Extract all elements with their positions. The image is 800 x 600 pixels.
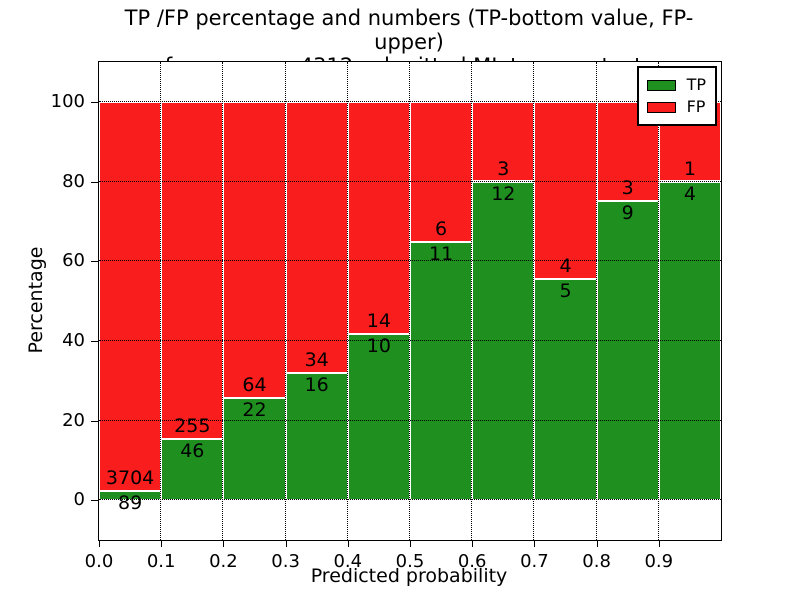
chart-title-line1: TP /FP percentage and numbers (TP-bottom… (124, 6, 694, 54)
fp-bar-segment (472, 101, 535, 182)
horizontal-gridline (99, 419, 721, 421)
vertical-gridline (595, 62, 597, 540)
y-axis-tick-label: 60 (62, 250, 85, 272)
tp-count-label: 22 (242, 399, 267, 422)
x-axis-tick-label: 0.9 (644, 551, 674, 572)
tp-count-label: 46 (180, 440, 205, 463)
fp-count-label: 14 (366, 310, 391, 333)
legend: TP FP (636, 66, 717, 126)
x-axis-tick-label: 0.5 (395, 551, 425, 572)
fp-bar-segment (534, 101, 597, 279)
fp-count-label: 34 (304, 348, 329, 371)
tp-bar-segment (161, 439, 224, 501)
x-axis-tick (347, 540, 349, 547)
vertical-gridline (222, 62, 224, 540)
x-axis-tick (472, 540, 474, 547)
y-axis-tick-label: 20 (62, 409, 85, 431)
vertical-gridline (657, 62, 659, 540)
x-axis-tick-label: 0.3 (271, 551, 300, 572)
fp-bar-segment (99, 101, 162, 491)
horizontal-gridline (99, 499, 721, 501)
vertical-gridline (471, 62, 473, 540)
fp-bar-segment (347, 101, 410, 335)
fp-count-label: 6 (435, 218, 448, 241)
y-axis-tick (91, 420, 99, 422)
horizontal-gridline (99, 180, 721, 182)
tp-count-label: 10 (366, 335, 391, 358)
legend-swatch-fp (646, 101, 676, 113)
tp-count-label: 11 (429, 243, 454, 266)
legend-row: TP (646, 74, 706, 96)
x-axis-tick-label: 0.0 (84, 551, 114, 572)
y-axis-tick-label: 40 (62, 329, 85, 351)
x-axis-tick-label: 0.7 (520, 551, 549, 572)
fp-count-label: 3 (497, 157, 510, 180)
legend-label-tp: TP (686, 75, 706, 94)
horizontal-gridline (99, 100, 721, 102)
x-axis-tick (410, 540, 411, 547)
x-axis-tick (99, 540, 100, 547)
legend-swatch-tp (646, 79, 676, 91)
fp-count-label: 1 (683, 157, 696, 180)
tp-count-label: 5 (559, 279, 572, 302)
tp-count-label: 9 (621, 202, 634, 225)
tp-count-label: 4 (683, 182, 696, 205)
tp-bar-segment (410, 242, 473, 501)
grid-layer (99, 62, 721, 540)
x-axis-tick-label: 0.6 (457, 551, 487, 572)
plot-area: 3704 89 255 46 64 22 34 16 14 10 6 11 3 12 4 5 3 9 1 4 0.0 0… (51, 61, 722, 572)
fp-count-label: 64 (242, 374, 267, 397)
x-axis-tick-label: 0.1 (146, 551, 176, 572)
vertical-gridline (346, 62, 348, 540)
y-axis-tick-label: 0 (73, 489, 85, 511)
x-axis-tick (658, 540, 660, 547)
legend-label-fp: FP (686, 97, 706, 116)
x-axis-label: Predicted probability (310, 565, 508, 587)
y-axis-tick (91, 101, 99, 103)
y-axis-tick (91, 261, 99, 263)
vertical-gridline (409, 62, 410, 540)
tp-bar-segment (285, 372, 348, 501)
fp-count-label: 3 (621, 177, 634, 200)
fp-count-label: 3704 (105, 466, 155, 489)
x-axis-tick (534, 540, 536, 547)
tp-count-label: 16 (304, 373, 329, 396)
x-axis-tick (596, 540, 598, 547)
x-axis-tick (161, 540, 163, 547)
legend-row: FP (646, 96, 706, 118)
tp-bar-segment (472, 181, 535, 501)
tp-bar-segment (658, 181, 721, 501)
tp-bar-segment (534, 278, 597, 501)
tp-count-label: 89 (118, 491, 143, 514)
horizontal-gridline (99, 260, 721, 262)
vertical-gridline (160, 62, 162, 540)
fp-bar-segment (285, 101, 348, 373)
x-axis-tick-label: 0.8 (582, 551, 611, 572)
vertical-gridline (284, 62, 286, 540)
y-axis-tick (91, 500, 99, 502)
tp-count-label: 12 (491, 182, 516, 205)
y-axis-tick-label: 80 (62, 170, 85, 192)
x-axis-tick (223, 540, 225, 547)
y-axis-tick (91, 340, 99, 342)
fp-bar-segment (223, 101, 286, 399)
vertical-gridline (533, 62, 535, 540)
fp-count-label: 255 (174, 415, 211, 438)
horizontal-gridline (99, 339, 721, 341)
fp-count-label: 4 (559, 254, 572, 277)
y-axis-tick (91, 181, 99, 183)
tp-bar-segment (223, 398, 286, 501)
x-axis-tick-label: 0.4 (333, 551, 363, 572)
x-axis-tick-label: 0.2 (209, 551, 238, 572)
y-axis-tick-label: 100 (50, 90, 85, 112)
x-axis-tick (285, 540, 287, 547)
ticks-layer: 0.0 0.1 0.2 0.3 0.4 0.5 0.6 0.7 0.8 0.9 0 20 40 60 80 1… (51, 62, 721, 572)
bar-labels-layer: 3704 89 255 46 64 22 34 16 14 10 6 11 3 12 4 5 3 9 1 4 (99, 62, 721, 540)
